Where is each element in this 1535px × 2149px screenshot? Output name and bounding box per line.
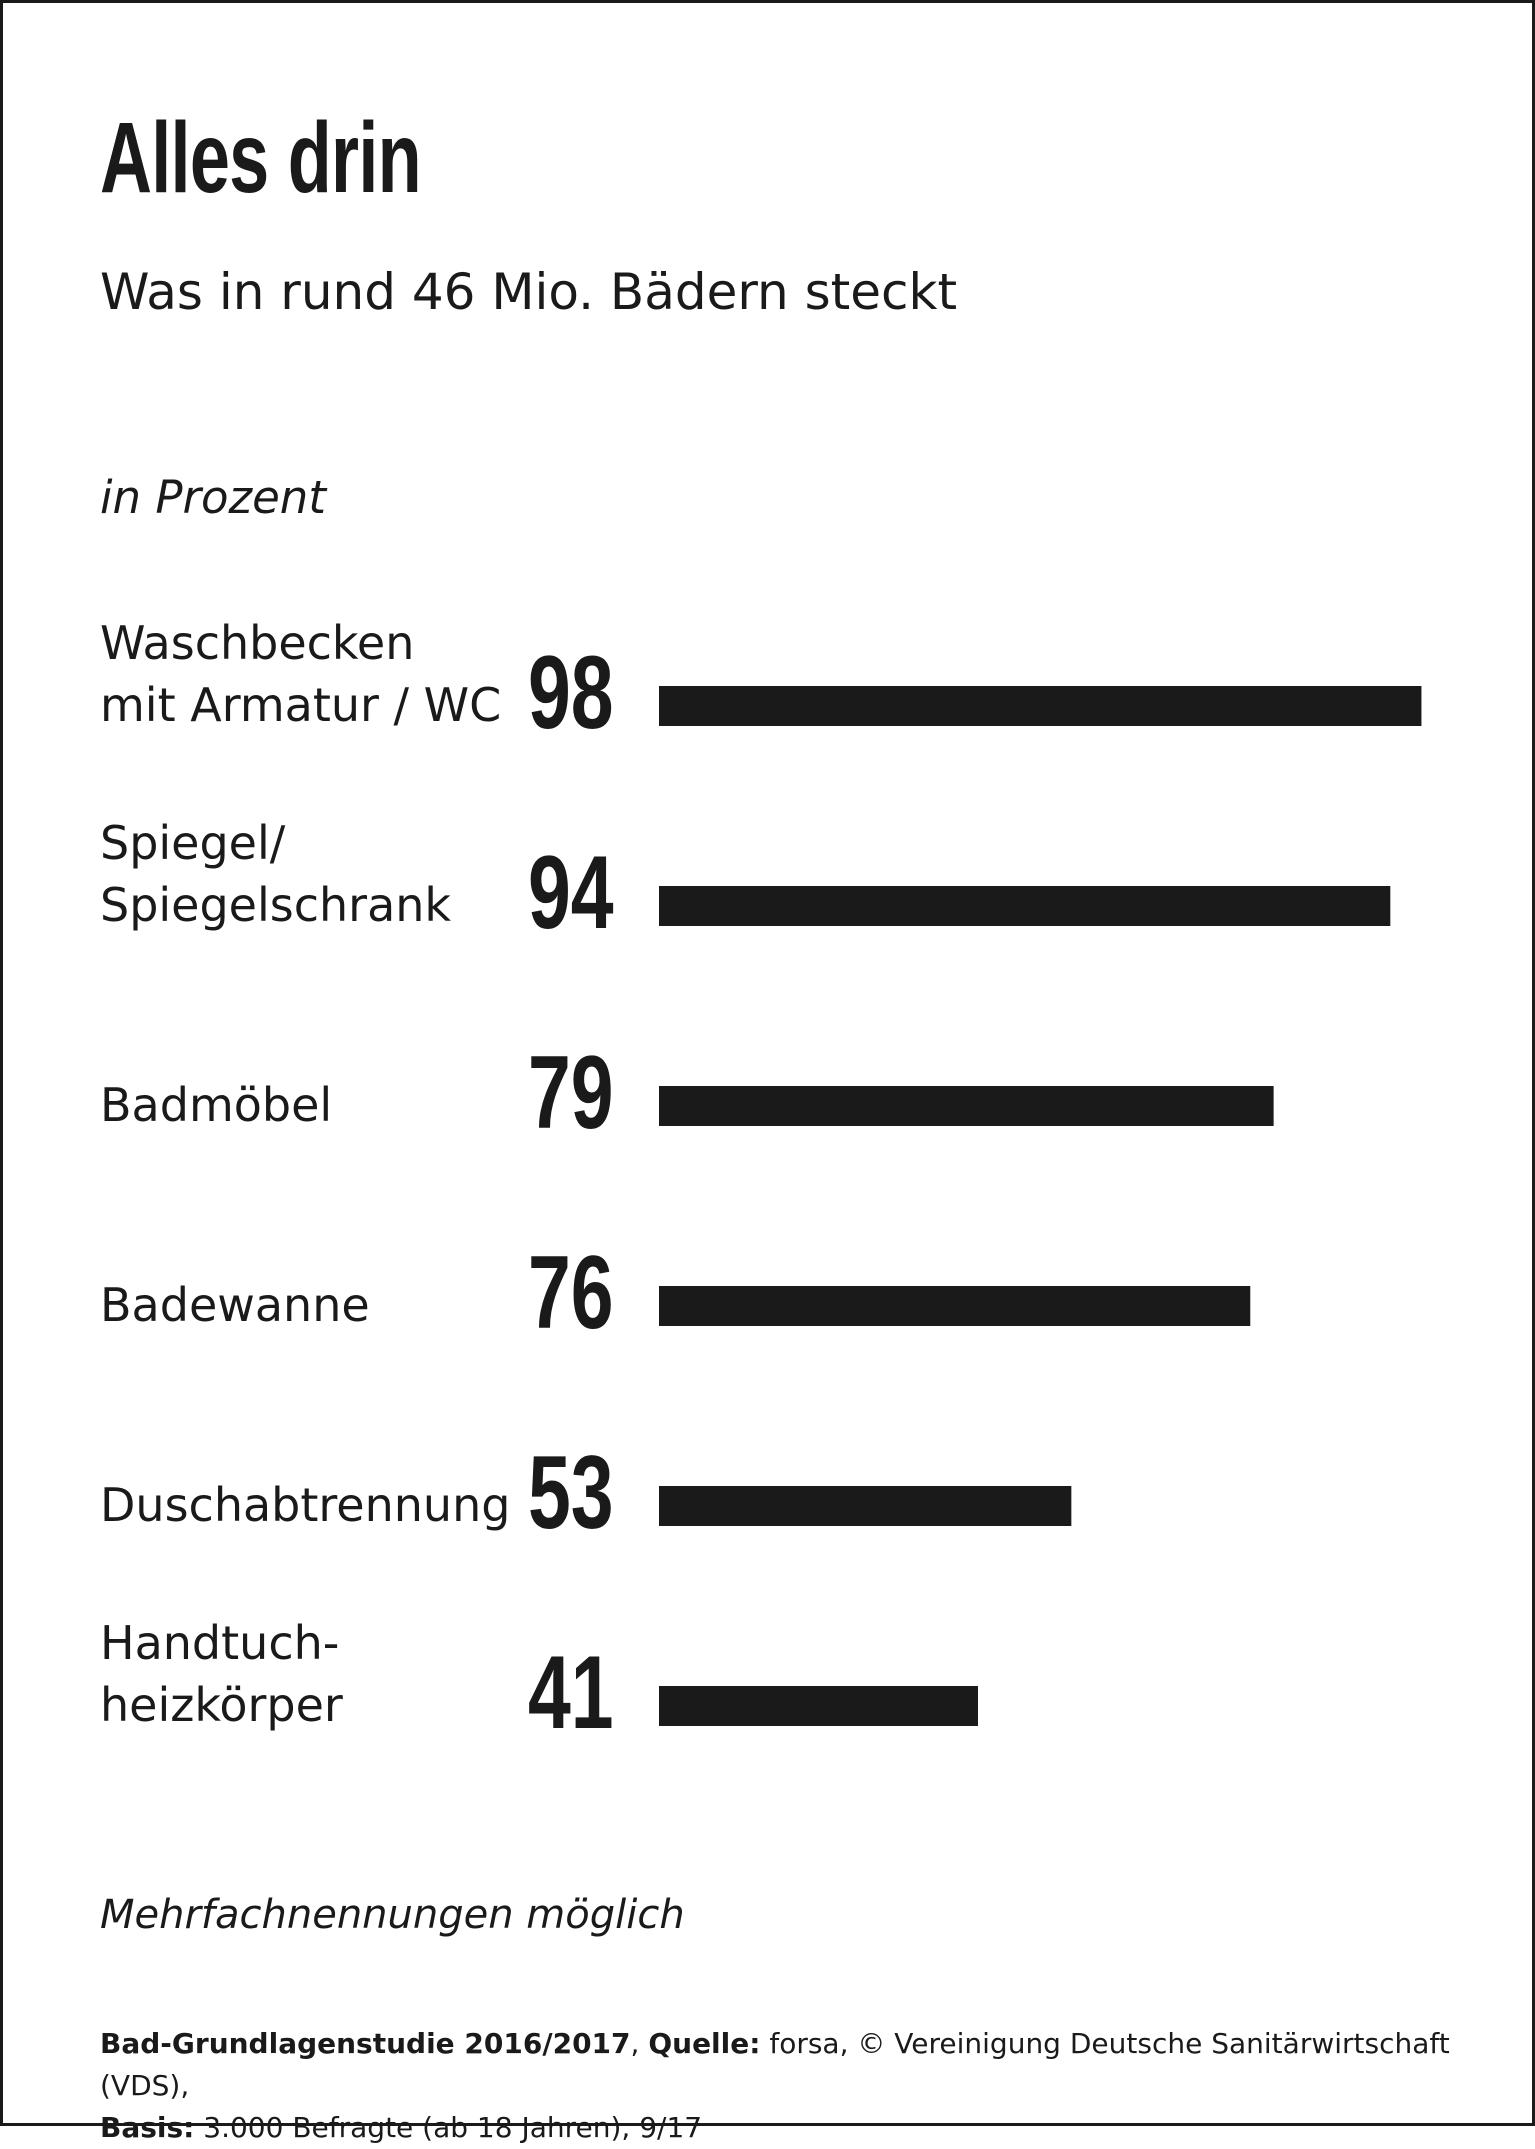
value-label-spiegel-spiegelschrank: 94 bbox=[528, 835, 614, 951]
basis-label: Basis: bbox=[100, 2111, 195, 2144]
source-footer: Bad-Grundlagenstudie 2016/2017, Quelle: … bbox=[100, 2023, 1500, 2149]
value-label-badmöbel: 79 bbox=[528, 1035, 614, 1151]
category-label-duschabtrennung: Duschabtrennung bbox=[100, 1478, 510, 1532]
basis-text: 3.000 Befragte (ab 18 Jahren), 9/17 bbox=[194, 2111, 703, 2144]
chart-subtitle: Was in rund 46 Mio. Bädern steckt bbox=[100, 263, 958, 321]
value-label-badewanne: 76 bbox=[528, 1235, 614, 1351]
category-label-spiegel-spiegelschrank: Spiegel/Spiegelschrank bbox=[100, 816, 451, 932]
bar-badmöbel bbox=[659, 1086, 1274, 1126]
chart-title: Alles drin bbox=[100, 102, 422, 214]
footer-line-2: Basis: 3.000 Befragte (ab 18 Jahren), 9/… bbox=[100, 2107, 1500, 2149]
category-label-badmöbel: Badmöbel bbox=[100, 1078, 332, 1132]
bar-badewanne bbox=[659, 1286, 1251, 1326]
source-text: forsa, © Vereinigung Deutsche Sanitärwir… bbox=[100, 2027, 1450, 2102]
footer-line-1: Bad-Grundlagenstudie 2016/2017, Quelle: … bbox=[100, 2023, 1500, 2107]
footer-separator: , bbox=[630, 2027, 649, 2060]
footnote-multiple-answers: Mehrfachnennungen möglich bbox=[100, 1892, 685, 1938]
bar-spiegel-spiegelschrank bbox=[659, 886, 1391, 926]
value-label-duschabtrennung: 53 bbox=[528, 1435, 614, 1551]
bar-handtuch-heizkörper bbox=[659, 1686, 978, 1726]
source-label: Quelle: bbox=[648, 2027, 761, 2060]
value-label-waschbecken-mit-armatur-wc: 98 bbox=[528, 635, 614, 751]
value-label-handtuch-heizkörper: 41 bbox=[528, 1635, 614, 1751]
category-label-waschbecken-mit-armatur-wc: Waschbecken mit Armatur / WC bbox=[100, 616, 501, 732]
category-label-handtuch-heizkörper: Handtuch-heizkörper bbox=[100, 1616, 343, 1732]
study-label: Bad-Grundlagenstudie 2016/2017 bbox=[100, 2027, 631, 2060]
bar-waschbecken-mit-armatur-wc bbox=[659, 686, 1422, 726]
bar-chart: Waschbecken mit Armatur / WC 98 Spiegel/Spi… bbox=[100, 616, 1422, 1751]
unit-label: in Prozent bbox=[100, 471, 326, 524]
bar-duschabtrennung bbox=[659, 1486, 1072, 1526]
category-label-badewanne: Badewanne bbox=[100, 1278, 370, 1332]
